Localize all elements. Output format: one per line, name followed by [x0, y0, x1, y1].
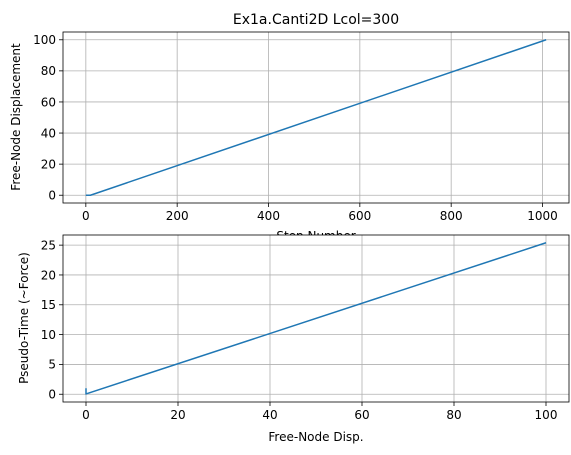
bottom-x-tick-label: 100: [535, 408, 558, 422]
bottom-subplot: Pseudo-Time (~Force) Free-Node Disp. 0 20…: [17, 234, 570, 444]
bottom-series-line: [85, 242, 547, 395]
top-x-tick-label: 200: [166, 209, 189, 223]
bottom-x-tick-label: 40: [262, 408, 277, 422]
top-series-line: [85, 39, 547, 196]
top-y-tick-label: 40: [41, 126, 56, 140]
top-ylabel: Free-Node Displacement: [9, 43, 23, 191]
top-y-tick-label: 0: [48, 189, 56, 203]
bottom-y-tick-label: 15: [41, 298, 56, 312]
bottom-y-tick-label: 0: [48, 388, 56, 402]
bottom-x-tick-label: 80: [446, 408, 461, 422]
top-x-tick-label: 800: [440, 209, 463, 223]
top-x-tick-label: 600: [348, 209, 371, 223]
bottom-xlabel: Free-Node Disp.: [268, 430, 363, 444]
bottom-x-tick-label: 20: [170, 408, 185, 422]
bottom-ylabel: Pseudo-Time (~Force): [17, 252, 31, 384]
bottom-y-tick-label: 10: [41, 328, 56, 342]
top-chart-title: Ex1a.Canti2D Lcol=300: [233, 12, 399, 28]
top-y-tick-label: 80: [41, 64, 56, 78]
top-y-tick-label: 100: [33, 33, 56, 47]
top-y-tick-label: 20: [41, 157, 56, 171]
bottom-y-tick-label: 20: [41, 268, 56, 282]
top-subplot: Ex1a.Canti2D Lcol=300 Free-Node Displace…: [9, 12, 570, 243]
top-y-tick-label: 60: [41, 95, 56, 109]
bottom-axes-frame: [62, 234, 570, 403]
bottom-x-tick-label: 60: [354, 408, 369, 422]
bottom-x-tick-label: 0: [82, 408, 90, 422]
bottom-y-tick-label: 5: [48, 358, 56, 372]
bottom-y-tick-label: 25: [41, 238, 56, 252]
top-x-tick-label: 1000: [527, 209, 558, 223]
top-axes-frame: [62, 31, 570, 204]
top-x-tick-label: 0: [82, 209, 90, 223]
top-x-tick-label: 400: [257, 209, 280, 223]
